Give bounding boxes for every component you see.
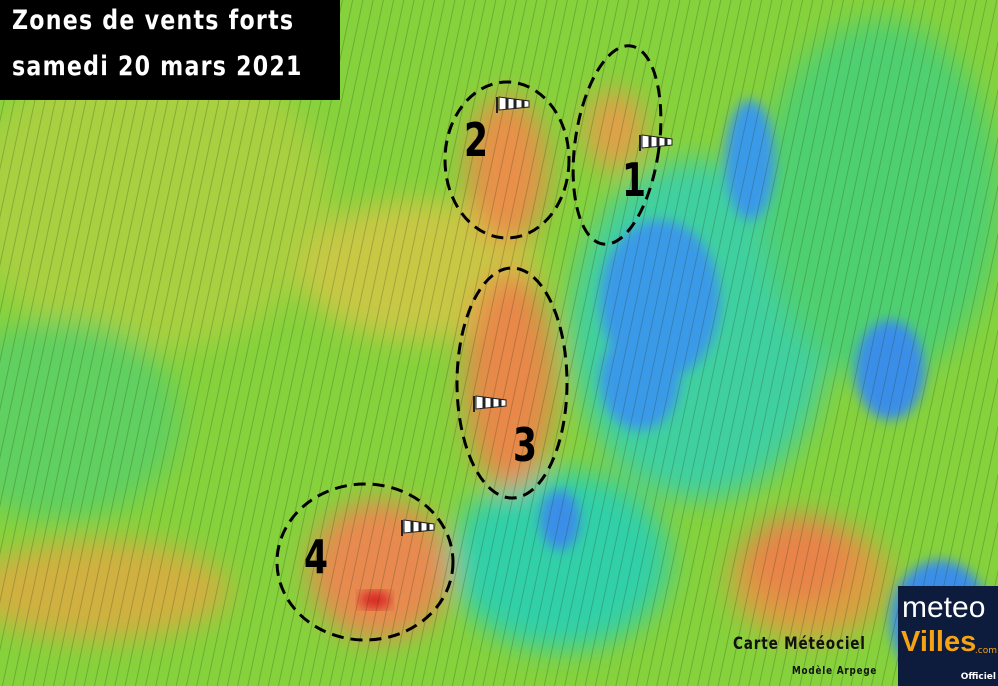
windsock-icon <box>473 395 507 412</box>
windsock-icons <box>401 96 673 536</box>
windsock-icon <box>496 96 530 113</box>
zone-label-4: 4 <box>304 530 329 584</box>
windsock-icon <box>401 519 435 536</box>
zone-3-outline <box>455 266 569 500</box>
title-line-1: Zones de vents forts <box>12 5 295 36</box>
logo-badge: Officiel <box>960 672 996 682</box>
logo-text-1: meteo <box>902 591 986 624</box>
zone-label-1: 1 <box>622 153 647 207</box>
windsock-icon <box>639 134 673 151</box>
zone-1-outline <box>571 44 663 246</box>
title-line-2: samedi 20 mars 2021 <box>12 51 303 82</box>
zone-label-3: 3 <box>513 418 538 472</box>
credit-source: Carte Météociel <box>733 634 866 654</box>
credit-model: Modèle Arpege <box>792 664 878 677</box>
zone-outlines <box>275 44 663 642</box>
logo-suffix: .com <box>974 646 997 656</box>
meteovilles-logo: meteo Villes .com Officiel <box>898 586 998 686</box>
zone-label-2: 2 <box>464 113 489 167</box>
zone-2-outline <box>443 80 571 240</box>
zone-4-outline <box>275 482 455 642</box>
logo-text-2: Villes <box>901 626 977 658</box>
map-title: Zones de vents forts samedi 20 mars 2021 <box>0 0 340 100</box>
